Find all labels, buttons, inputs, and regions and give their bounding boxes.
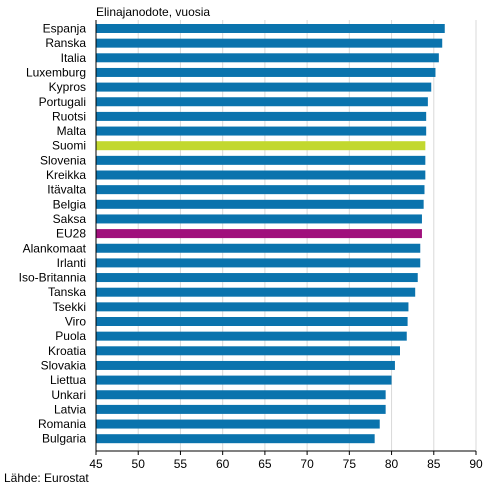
category-label: Viro bbox=[65, 315, 86, 329]
bar-viro bbox=[96, 317, 408, 326]
category-label: Tanska bbox=[48, 285, 86, 299]
category-label: Tsekki bbox=[53, 300, 86, 314]
category-label: Romania bbox=[38, 417, 86, 431]
category-label: Luxemburg bbox=[26, 65, 86, 79]
category-label: Slovakia bbox=[41, 358, 87, 372]
bar-latvia bbox=[96, 404, 386, 414]
bar-tanska bbox=[96, 287, 416, 297]
category-label: Kypros bbox=[49, 80, 86, 94]
bar-ranska bbox=[96, 38, 443, 48]
category-label: Ranska bbox=[45, 36, 86, 50]
bar-liettua bbox=[96, 375, 392, 385]
bar-kroatia bbox=[96, 346, 400, 356]
x-tick-label: 85 bbox=[427, 457, 441, 470]
category-label: Portugali bbox=[39, 95, 86, 109]
bar-italia bbox=[96, 53, 439, 63]
bar-itävalta bbox=[96, 185, 425, 195]
category-label: Suomi bbox=[52, 139, 86, 153]
x-tick-label: 70 bbox=[300, 457, 314, 470]
category-label: Puola bbox=[55, 329, 86, 343]
bar-puola bbox=[96, 331, 407, 341]
x-tick-label: 45 bbox=[89, 457, 103, 470]
bar-ruotsi bbox=[96, 111, 427, 121]
bar-espanja bbox=[96, 24, 445, 33]
x-tick-label: 80 bbox=[385, 457, 399, 470]
bar-kypros bbox=[96, 82, 432, 92]
category-label: Ruotsi bbox=[52, 109, 86, 123]
bar-irlanti bbox=[96, 258, 421, 268]
bar-belgia bbox=[96, 199, 424, 209]
category-label: Latvia bbox=[54, 402, 86, 416]
x-tick-label: 75 bbox=[343, 457, 357, 470]
bar-suomi bbox=[96, 141, 426, 151]
category-labels: EspanjaRanskaItaliaLuxemburgKyprosPortug… bbox=[19, 22, 87, 446]
category-label: Slovenia bbox=[40, 153, 86, 167]
bar-slovenia bbox=[96, 155, 426, 165]
category-label: Iso-Britannia bbox=[19, 271, 87, 285]
x-axis: 45 50 55 60 65 70 75 80 85 90 bbox=[89, 20, 483, 470]
category-label: Unkari bbox=[51, 388, 86, 402]
bar-romania bbox=[96, 419, 380, 429]
bar-luxemburg bbox=[96, 67, 436, 77]
bar-chart: Elinajanodote, vuosia EspanjaRanskaItali… bbox=[19, 5, 483, 470]
category-label: Itävalta bbox=[47, 183, 86, 197]
bar-alankomaat bbox=[96, 243, 421, 253]
source-note: Lähde: Eurostat bbox=[4, 471, 89, 485]
category-label: Italia bbox=[61, 51, 87, 65]
category-label: Bulgaria bbox=[42, 432, 86, 446]
category-label: Malta bbox=[57, 124, 87, 138]
category-label: Alankomaat bbox=[23, 241, 87, 255]
bar-unkari bbox=[96, 390, 386, 400]
category-label: Kroatia bbox=[48, 344, 86, 358]
x-tick-label: 50 bbox=[132, 457, 146, 470]
bar-bulgaria bbox=[96, 434, 375, 444]
x-tick-label: 55 bbox=[174, 457, 188, 470]
bar-eu28 bbox=[96, 229, 422, 239]
x-tick-label: 65 bbox=[258, 457, 272, 470]
category-label: Belgia bbox=[53, 197, 87, 211]
category-label: Saksa bbox=[53, 212, 87, 226]
x-tick-label: 60 bbox=[216, 457, 230, 470]
bars bbox=[96, 24, 445, 444]
bar-slovakia bbox=[96, 360, 395, 370]
category-label: Liettua bbox=[50, 373, 86, 387]
category-label: Espanja bbox=[43, 22, 87, 36]
category-label: Irlanti bbox=[57, 256, 86, 270]
bar-iso-britannia bbox=[96, 273, 418, 283]
bar-saksa bbox=[96, 214, 422, 224]
bar-tsekki bbox=[96, 302, 409, 312]
category-label: EU28 bbox=[56, 227, 86, 241]
bar-kreikka bbox=[96, 170, 426, 180]
category-label: Kreikka bbox=[46, 168, 86, 182]
bar-portugali bbox=[96, 97, 428, 107]
chart-title: Elinajanodote, vuosia bbox=[96, 5, 210, 19]
bar-malta bbox=[96, 126, 427, 136]
x-tick-label: 90 bbox=[469, 457, 483, 470]
